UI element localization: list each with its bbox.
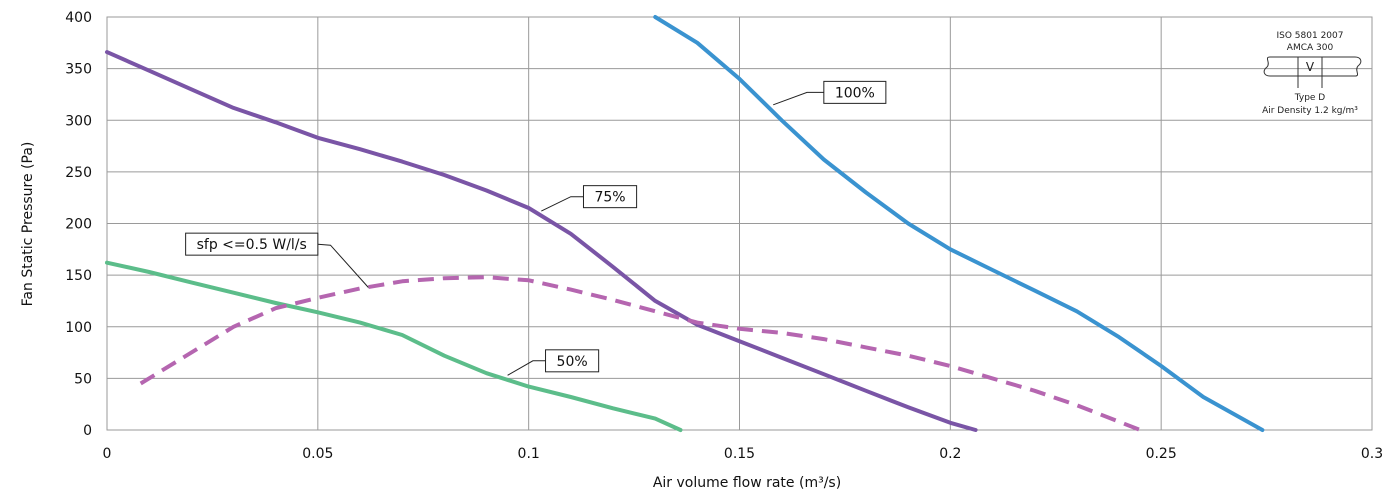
y-tick-label: 150: [65, 268, 92, 284]
x-tick-label: 0.3: [1361, 446, 1383, 462]
duct-icon: [1263, 56, 1362, 88]
badge-line-amca: AMCA 300: [1287, 43, 1334, 53]
y-tick-label: 50: [74, 371, 92, 387]
x-tick-label: 0.1: [518, 446, 540, 462]
y-tick-label: 250: [65, 165, 92, 181]
y-tick-label: 0: [83, 423, 92, 439]
callout-leader: [773, 91, 824, 106]
x-tick-label: 0.05: [302, 446, 333, 462]
callout-label: 75%: [594, 190, 625, 206]
x-tick-label: 0.15: [724, 446, 755, 462]
badge-line-iso: ISO 5801 2007: [1277, 31, 1344, 41]
x-tick-label: 0.2: [939, 446, 961, 462]
callout-box: [582, 185, 638, 209]
x-tick-label: 0.25: [1146, 446, 1177, 462]
y-axis-ticks: 0 50 100 150 200 250 300 350 400: [65, 10, 92, 439]
callout-box: [823, 80, 887, 104]
callout-label: 100%: [835, 85, 875, 101]
y-tick-label: 400: [65, 10, 92, 26]
badge-line-type: Type D: [1294, 93, 1326, 103]
callout-box: [545, 349, 600, 373]
callout-label: 50%: [557, 354, 588, 370]
x-tick-label: 0: [103, 446, 112, 462]
badge-symbol: V: [1306, 60, 1315, 74]
series-line-50: [105, 260, 683, 432]
callout-leader: [541, 196, 584, 212]
series-lines: [105, 15, 1265, 432]
y-tick-label: 350: [65, 62, 92, 78]
callout-box: [185, 232, 319, 256]
x-axis-ticks: 0 0.05 0.1 0.15 0.2 0.25 0.3: [103, 446, 1384, 462]
standards-badge: ISO 5801 2007 AMCA 300 V Type D Air Dens…: [1262, 31, 1362, 116]
y-tick-label: 100: [65, 320, 92, 336]
x-axis-title: Air volume flow rate (m³/s): [653, 475, 841, 491]
series-line-sfp-0-5-w-l-s: [139, 275, 1141, 432]
series-line-100: [653, 15, 1265, 432]
y-axis-title: Fan Static Pressure (Pa): [20, 142, 36, 307]
series-line-75: [105, 50, 978, 432]
badge-line-density: Air Density 1.2 kg/m³: [1262, 106, 1358, 116]
callout-leader: [317, 243, 369, 288]
series-callouts: 100% 75% 50% sfp <=0.5 W/l/s: [185, 80, 887, 376]
y-tick-label: 300: [65, 113, 92, 129]
grid: [106, 16, 1373, 431]
callout-leader: [507, 360, 546, 376]
y-tick-label: 200: [65, 217, 92, 233]
callout-label: sfp <=0.5 W/l/s: [197, 237, 307, 253]
